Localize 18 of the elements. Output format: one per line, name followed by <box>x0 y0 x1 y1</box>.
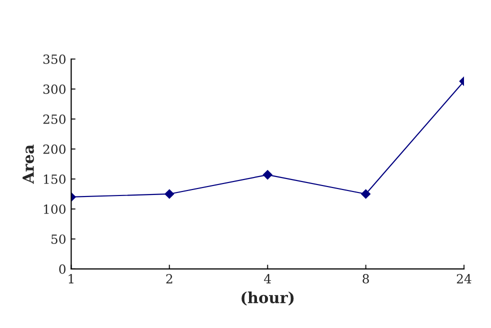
y-tick-label: 200 <box>43 144 66 154</box>
y-tick-label: 50 <box>51 234 66 244</box>
y-tick-label: 150 <box>44 174 66 184</box>
y-tick-label: 300 <box>43 84 66 94</box>
x-tick-label: 2 <box>166 274 172 284</box>
y-tick-label: 0 <box>59 264 66 274</box>
x-axis-title: (hour) <box>242 291 294 306</box>
x-tick-label: 8 <box>362 274 369 284</box>
y-axis-title: Area <box>22 144 34 184</box>
x-tick-label: 4 <box>264 274 271 284</box>
point <box>262 170 272 180</box>
x-tick-label: 24 <box>456 274 472 284</box>
point <box>361 189 370 199</box>
x-tick-label: 1 <box>68 274 74 284</box>
y-tick-label: 100 <box>44 204 66 214</box>
point <box>164 189 174 199</box>
y-tick-label: 250 <box>43 114 66 124</box>
y-tick-label: 350 <box>43 54 66 64</box>
